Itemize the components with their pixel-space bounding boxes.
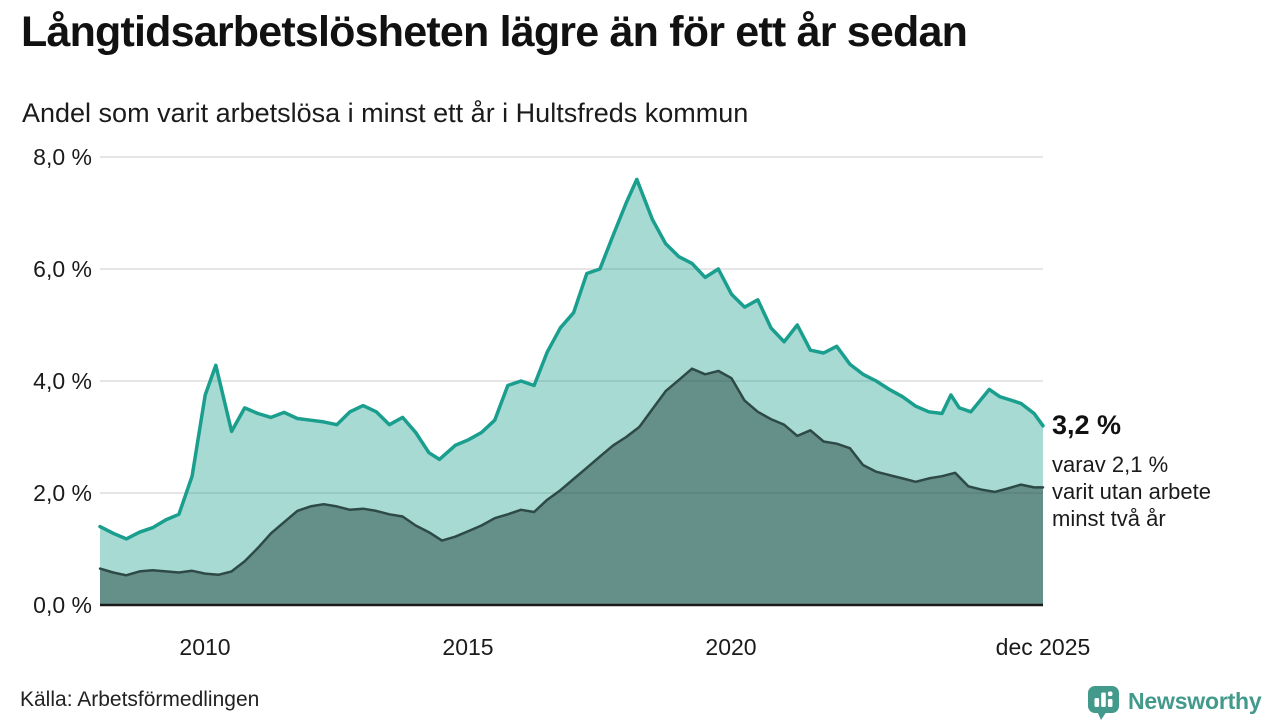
series-line-arbetslösa-minst-två-år bbox=[98, 367, 1045, 577]
x-axis-tick-label: dec 2025 bbox=[995, 634, 1091, 660]
y-axis-tick-label: 8,0 % bbox=[33, 144, 92, 170]
chart-subtitle: Andel som varit arbetslösa i minst ett å… bbox=[22, 98, 749, 128]
y-axis-tick-label: 6,0 % bbox=[33, 256, 92, 282]
y-axis-tick-label: 2,0 % bbox=[33, 480, 92, 506]
newsworthy-logo: Newsworthy bbox=[1085, 683, 1262, 720]
series-line-arbetslösa-minst-ett-år bbox=[98, 177, 1045, 541]
chart-title: Långtidsarbetslösheten lägre än för ett … bbox=[21, 8, 968, 56]
annotation-sub-line: varit utan arbete bbox=[1052, 479, 1211, 504]
series-area-arbetslösa-minst-ett-år bbox=[100, 179, 1043, 605]
latest-value-label: 3,2 % bbox=[1052, 410, 1122, 440]
y-axis-tick-label: 0,0 % bbox=[33, 592, 92, 618]
x-axis-tick-label: 2015 bbox=[442, 634, 494, 660]
newsworthy-wordmark: Newsworthy bbox=[1128, 688, 1262, 714]
source-attribution: Källa: Arbetsförmedlingen bbox=[20, 688, 260, 711]
annotation-sub-line: varav 2,1 % bbox=[1052, 452, 1169, 477]
latest-value-annotation: 3,2 % varav 2,1 % varit utan arbete mins… bbox=[1052, 410, 1272, 532]
newsworthy-bar-chart-pin-icon bbox=[1088, 686, 1119, 720]
annotation-sub-line: minst två år bbox=[1052, 506, 1166, 531]
y-axis-tick-label: 4,0 % bbox=[33, 368, 92, 394]
x-axis-tick-label: 2010 bbox=[179, 634, 231, 660]
area-chart-plot bbox=[98, 156, 1045, 607]
series-area-arbetslösa-minst-två-år bbox=[100, 368, 1043, 605]
x-axis-tick-label: 2020 bbox=[705, 634, 757, 660]
